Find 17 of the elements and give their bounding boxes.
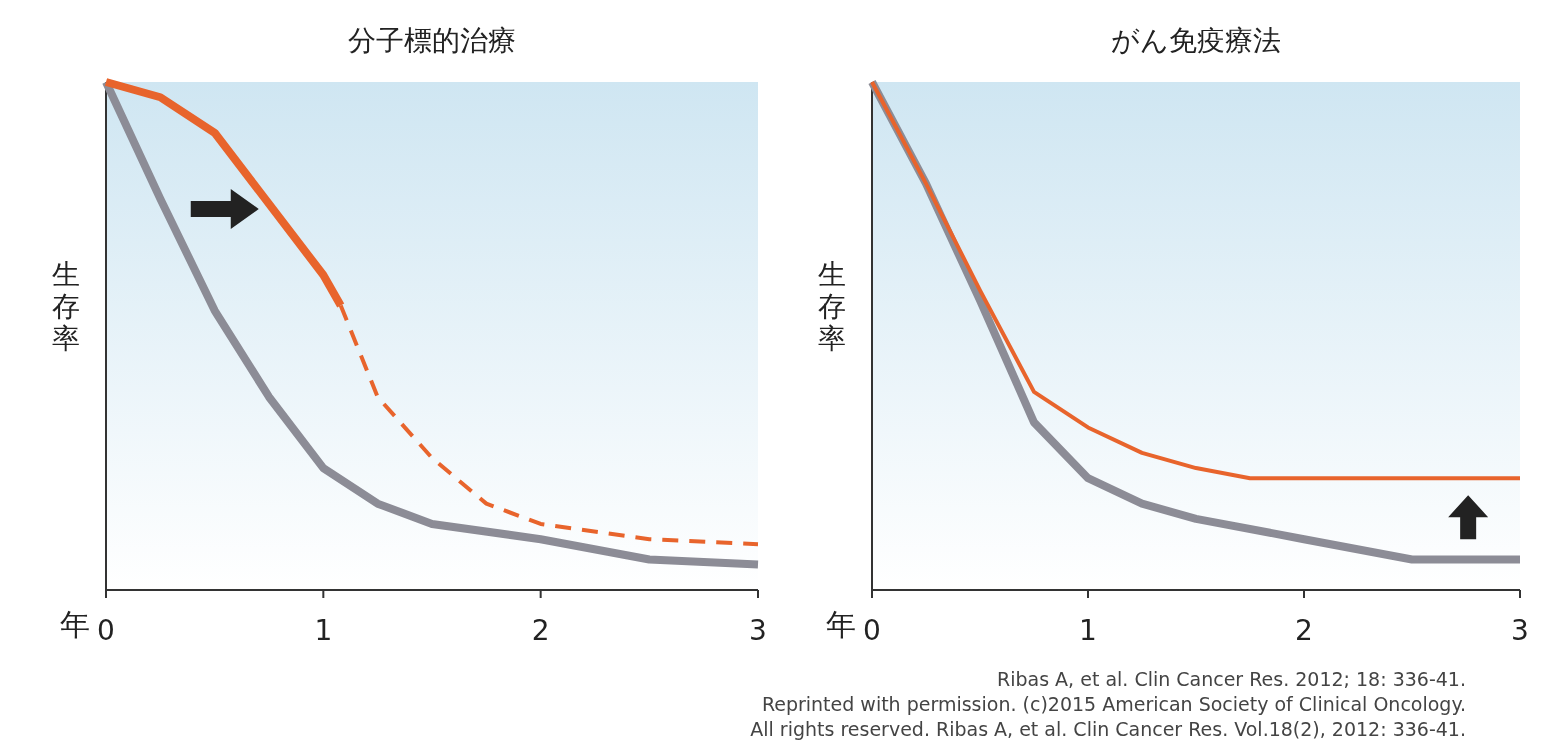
y-axis-title: 生存率 bbox=[818, 258, 846, 355]
x-tick-label: 2 bbox=[531, 614, 550, 647]
y-axis-title: 生存率 bbox=[52, 258, 80, 355]
x-tick-label: 0 bbox=[97, 614, 115, 647]
x-axis-title: 年 bbox=[826, 607, 856, 642]
text: Reprinted with permission. (c)2015 American Society of Clinical Oncology. bbox=[761, 693, 1466, 715]
x-axis-title: 年 bbox=[60, 607, 90, 642]
x-tick-label: 0 bbox=[863, 614, 881, 647]
x-tick-label: 1 bbox=[1079, 614, 1097, 647]
text: All rights reserved. Ribas A, et al. Clin Cancer Res. Vol.18(2), 2012: 336-41. bbox=[750, 718, 1466, 740]
chart-title: がん免疫療法 bbox=[1111, 24, 1281, 57]
x-tick-label: 3 bbox=[749, 614, 767, 647]
x-tick-label: 1 bbox=[314, 614, 333, 647]
x-tick-label: 3 bbox=[1511, 614, 1529, 647]
chart-title: 分子標的治療 bbox=[348, 24, 516, 57]
text: Ribas A, et al. Clin Cancer Res. 2012; 18: 336-41. bbox=[997, 668, 1466, 690]
x-tick-label: 2 bbox=[1295, 614, 1313, 647]
